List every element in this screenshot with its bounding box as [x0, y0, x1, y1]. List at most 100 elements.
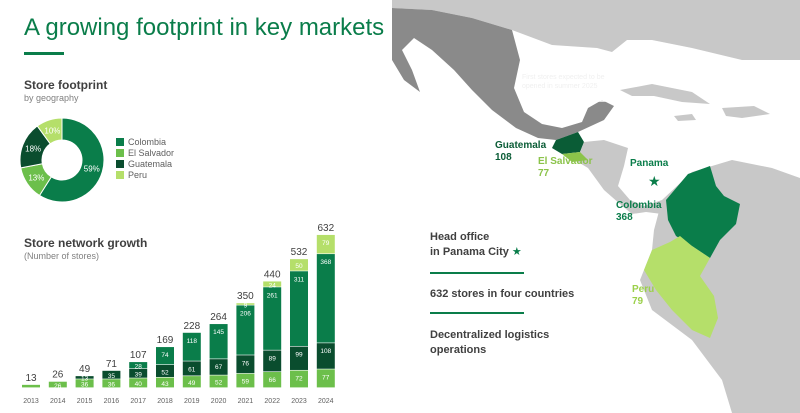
bar-segment-el-salvador — [263, 372, 282, 388]
land-cuba — [620, 84, 710, 104]
x-tick-label: 2024 — [318, 398, 334, 405]
bar-segment-label: 52 — [161, 369, 169, 376]
bar-segment-colombia — [263, 287, 282, 350]
store-footprint-legend: Colombia El Salvador Guatemala Peru — [116, 136, 174, 180]
mexico-label: Mexico — [522, 58, 554, 69]
donut-slice-label: 18% — [25, 145, 41, 154]
store-footprint-title: Store footprint — [24, 78, 108, 92]
land-mexico — [392, 8, 614, 140]
bar-segment-el-salvador — [156, 377, 174, 388]
bar-segment-label: 26 — [54, 383, 62, 390]
bar-total-label: 350 — [237, 291, 254, 302]
info-rule-2 — [430, 312, 524, 314]
bar-segment-guatemala — [209, 359, 228, 375]
land-peru — [644, 236, 718, 338]
bar-segment-el-salvador — [102, 379, 121, 388]
bar-segment-label: 72 — [295, 376, 303, 383]
bar-total-label: 169 — [157, 335, 174, 346]
mexico-note-line1: First stores expected to be — [522, 74, 605, 81]
mexico-note-line2: opened in summer 2025 — [522, 83, 598, 90]
bar-segment-guatemala — [182, 361, 201, 376]
bar-segment-label: 206 — [240, 310, 251, 317]
head-office-line1: Head office — [430, 231, 490, 243]
bar-segment-label: 66 — [269, 377, 277, 384]
bar-segment-label: 368 — [320, 259, 331, 266]
bar-segment-guatemala — [236, 355, 255, 374]
bar-segment-label: 118 — [187, 338, 198, 345]
bar-segment-label: 28 — [135, 363, 143, 370]
panama-label: Panama — [630, 158, 669, 169]
bar-segment-peru — [290, 259, 308, 271]
bar-segment-guatemala — [156, 364, 174, 377]
bar-segment-label: 89 — [269, 355, 277, 362]
logistics-line2: operations — [430, 344, 487, 356]
store-footprint-subtitle: by geography — [24, 93, 79, 103]
el-salvador-value: 77 — [538, 168, 550, 179]
x-tick-label: 2022 — [264, 398, 280, 405]
bar-total-label: 632 — [317, 223, 334, 234]
peru-value: 79 — [632, 296, 644, 307]
bar-segment-label: 145 — [213, 329, 224, 336]
bar-segment-el-salvador — [290, 370, 308, 388]
bar-segment-label: 24 — [269, 282, 277, 289]
land-usa — [392, 0, 800, 60]
legend-item: Colombia — [116, 136, 174, 147]
bar-segment-el-salvador — [75, 379, 94, 388]
bar-segment-el-salvador — [182, 376, 201, 388]
bar-segment-peru — [236, 303, 255, 305]
bar-segment-peru — [316, 234, 335, 254]
bar-segment-label: 77 — [322, 374, 330, 381]
bar-total-label: 264 — [210, 312, 227, 323]
donut-slice-label: 59% — [84, 165, 100, 174]
bar-total-label: 13 — [25, 373, 37, 384]
bar-segment-colombia — [129, 362, 148, 369]
bar-segment-label: 9 — [244, 302, 248, 309]
land-panama — [620, 200, 672, 214]
store-growth-title: Store network growth — [24, 236, 148, 250]
bar-segment-label: 36 — [81, 382, 89, 389]
bar-segment-label: 76 — [242, 360, 250, 367]
logistics-info: Decentralized logistics operations — [430, 328, 549, 358]
x-tick-label: 2023 — [291, 398, 307, 405]
bar-segment-guatemala — [316, 343, 335, 369]
land-jamaica — [674, 114, 696, 121]
bar-segment-label: 39 — [135, 372, 143, 379]
bar-segment-colombia — [236, 305, 255, 355]
bar-segment-label: 40 — [135, 381, 143, 388]
bar-segment-el-salvador — [236, 373, 255, 388]
bar-segment-colombia — [290, 271, 308, 346]
bar-segment-el-salvador — [22, 384, 40, 388]
donut-slice-label: 10% — [44, 127, 60, 136]
legend-label: Peru — [128, 169, 148, 180]
bar-segment-label: 261 — [267, 292, 278, 299]
bar-total-label: 107 — [130, 350, 147, 361]
head-office-line2: in Panama City — [430, 246, 509, 258]
bar-segment-guatemala — [75, 376, 94, 379]
legend-swatch — [116, 159, 124, 168]
bar-segment-label: 59 — [242, 379, 250, 386]
x-tick-label: 2016 — [104, 398, 120, 405]
peru-label: Peru — [632, 284, 654, 295]
stores-count-info: 632 stores in four countries — [430, 288, 575, 300]
bar-segment-label: 99 — [295, 352, 303, 359]
bar-segment-label: 50 — [295, 263, 303, 270]
x-tick-label: 2021 — [238, 398, 254, 405]
land-guatemala — [552, 132, 584, 154]
info-rule-1 — [430, 272, 524, 274]
x-tick-label: 2015 — [77, 398, 93, 405]
bar-segment-el-salvador — [48, 381, 67, 388]
el-salvador-label: El Salvador — [538, 156, 593, 167]
x-tick-label: 2014 — [50, 398, 66, 405]
head-office-info: Head office in Panama City ★ — [430, 230, 522, 260]
star-icon: ★ — [511, 246, 522, 258]
legend-swatch — [116, 137, 124, 146]
legend-label: Colombia — [128, 136, 167, 147]
title-underline — [24, 52, 64, 55]
bar-segment-guatemala — [129, 368, 148, 378]
x-tick-label: 2018 — [157, 398, 173, 405]
panama-star-icon: ★ — [648, 174, 661, 190]
colombia-value: 368 — [616, 212, 633, 223]
bar-segment-label: 74 — [161, 352, 169, 359]
bar-segment-label: 79 — [322, 240, 330, 247]
bar-segment-colombia — [209, 324, 228, 359]
